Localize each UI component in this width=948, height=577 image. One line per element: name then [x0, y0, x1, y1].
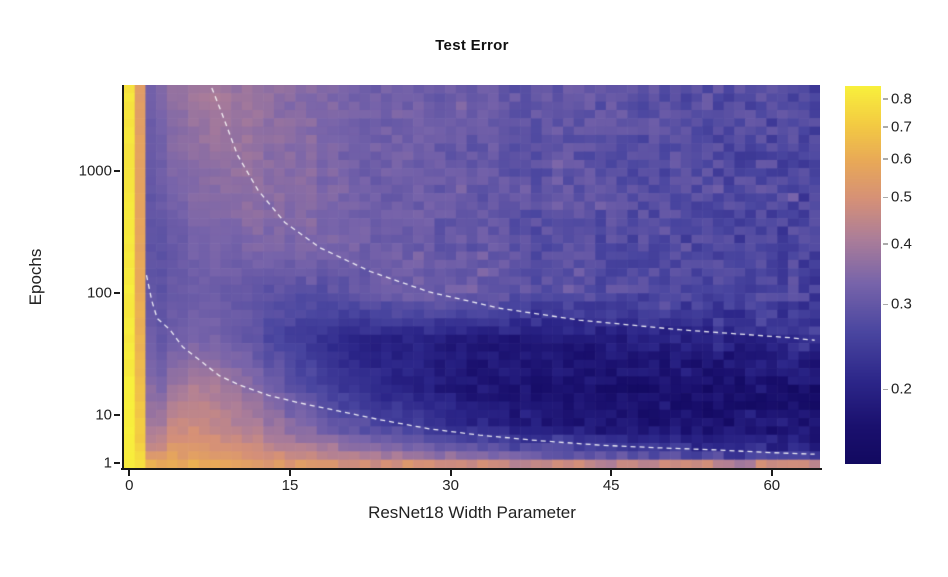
colorbar-tick-mark [883, 98, 888, 100]
y-tick-label: 1000 [78, 162, 112, 180]
y-axis-spine [122, 85, 124, 470]
x-tick-mark [449, 470, 452, 476]
x-tick-mark [770, 470, 773, 476]
y-tick-mark [114, 292, 120, 294]
plot-title: Test Error [435, 37, 509, 54]
colorbar-tick-mark [883, 126, 888, 128]
colorbar-tick-label: 0.5 [891, 188, 912, 206]
colorbar-tick-label: 0.4 [891, 235, 912, 253]
y-tick-label: 10 [95, 406, 112, 424]
colorbar-tick-mark [883, 388, 888, 391]
colorbar-tick-mark [883, 243, 888, 245]
y-tick-label: 1 [103, 454, 112, 472]
y-tick-mark [114, 170, 120, 172]
colorbar-tick-mark [883, 303, 888, 306]
x-tick-mark [610, 470, 613, 476]
colorbar-tick-label: 0.2 [891, 380, 912, 398]
x-tick-mark [288, 470, 291, 476]
x-tick-label: 45 [602, 477, 620, 494]
y-tick-label: 100 [86, 284, 112, 302]
x-axis-spine [121, 468, 822, 470]
x-axis-label: ResNet18 Width Parameter [368, 503, 576, 522]
x-tick-label: 0 [125, 477, 134, 494]
x-tick-mark [128, 470, 131, 476]
y-axis-label: Epochs [26, 248, 45, 306]
colorbar-tick-mark [883, 158, 888, 160]
y-tick-mark [114, 461, 120, 464]
y-tick-mark [114, 414, 120, 416]
colorbar-tick-mark [883, 196, 888, 199]
x-tick-label: 60 [763, 477, 781, 494]
heatmap-canvas [124, 85, 820, 468]
colorbar-tick-label: 0.8 [891, 90, 912, 108]
x-tick-label: 30 [442, 477, 459, 494]
colorbar-tick-label: 0.3 [891, 295, 912, 313]
colorbar-tick-label: 0.6 [891, 150, 912, 168]
plot-area [124, 85, 820, 468]
colorbar [845, 86, 881, 464]
x-tick-label: 15 [281, 477, 299, 494]
colorbar-tick-label: 0.7 [891, 118, 912, 136]
